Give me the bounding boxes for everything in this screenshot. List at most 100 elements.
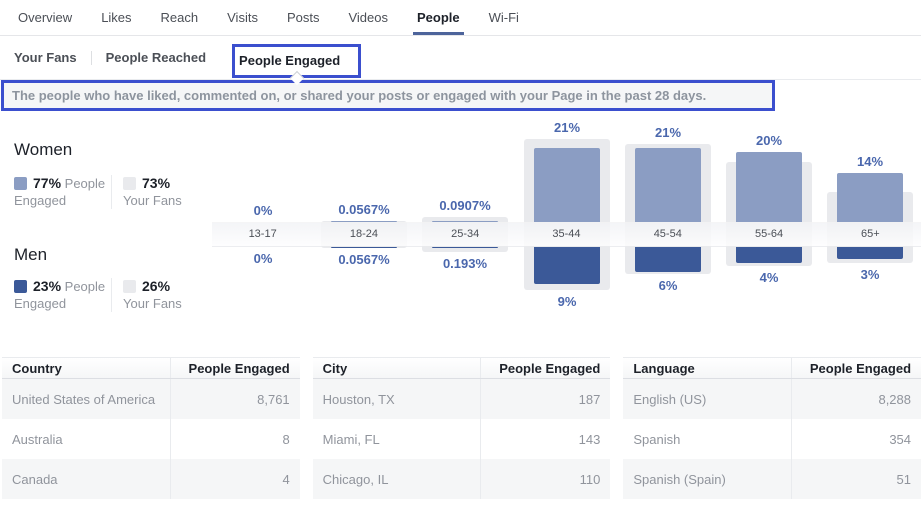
women-fans-pct: 73%: [142, 175, 171, 191]
label-men-65+: 3%: [860, 267, 880, 282]
breakdown-tables: Country People Engaged United States of Am…: [0, 357, 921, 499]
women-section-title: Women: [14, 140, 73, 159]
table-country: Country People Engaged United States of Am…: [2, 357, 300, 499]
women-engaged-swatch: [14, 177, 27, 190]
audience-subnav: Your Fans People Reached People Engaged: [0, 36, 921, 85]
column-header-country: Country: [12, 360, 62, 376]
description-banner: The people who have liked, commented on,…: [1, 80, 775, 111]
women-fans-swatch: [123, 177, 136, 190]
table-header-row: City People Engaged: [312, 357, 611, 379]
tab-likes[interactable]: Likes: [101, 10, 132, 25]
subnav-people-reached[interactable]: People Reached: [105, 50, 207, 65]
age-label-65+: 65+: [860, 228, 880, 240]
table-row: Miami, FL 143: [313, 419, 611, 459]
legend-divider: [111, 175, 112, 209]
subnav-people-engaged[interactable]: People Engaged: [239, 53, 341, 68]
legend-men-fans: 26% Your Fans: [112, 278, 198, 312]
bar-men-engaged-18-24[interactable]: [331, 247, 397, 248]
cell-label: Houston, TX: [322, 391, 395, 407]
legend-women-engaged: 77% People Engaged: [14, 175, 111, 209]
label-women-18-24: 0.0567%: [338, 202, 390, 217]
men-legend: 23% People Engaged 26% Your Fans: [14, 278, 198, 312]
men-fans-label: Your Fans: [123, 296, 182, 311]
table-header-row: Language People Engaged: [623, 357, 921, 379]
table-language: Language People Engaged English (US) 8,288 S…: [623, 357, 921, 499]
legend-women-fans: 73% Your Fans: [112, 175, 198, 209]
label-men-13-17: 0%: [253, 251, 273, 266]
cell-label: English (US): [633, 391, 707, 407]
label-women-13-17: 0%: [253, 203, 273, 218]
cell-value: 8,761: [169, 379, 300, 419]
bar-women-engaged-45-54[interactable]: [635, 148, 701, 222]
bar-men-engaged-45-54[interactable]: [635, 247, 701, 272]
men-fans-swatch: [123, 280, 136, 293]
cell-value: 354: [791, 419, 921, 459]
age-label-45-54: 45-54: [653, 228, 682, 240]
table-row: Spanish (Spain) 51: [623, 459, 921, 499]
subnav-your-fans[interactable]: Your Fans: [14, 50, 77, 65]
men-section-title: Men: [14, 245, 48, 264]
bar-women-engaged-35-44[interactable]: [534, 148, 600, 222]
table-row: Houston, TX 187: [312, 379, 611, 419]
table-city: City People Engaged Houston, TX 187 Miami, F…: [312, 357, 611, 499]
men-engaged-pct: 23%: [33, 278, 62, 294]
tab-posts[interactable]: Posts: [286, 10, 320, 25]
women-engaged-pct: 77%: [33, 175, 62, 191]
age-label-35-44: 35-44: [552, 228, 581, 240]
tab-people[interactable]: People: [413, 0, 464, 35]
tab-reach[interactable]: Reach: [160, 10, 199, 25]
cell-value: 110: [480, 459, 610, 499]
table-row: Spanish 354: [623, 419, 921, 459]
legend-men-engaged: 23% People Engaged: [14, 278, 111, 312]
label-men-45-54: 6%: [658, 278, 678, 293]
tab-videos[interactable]: Videos: [348, 10, 388, 25]
bar-women-engaged-55-64[interactable]: [736, 152, 802, 222]
bar-women-engaged-65+[interactable]: [837, 173, 903, 222]
cell-label: Miami, FL: [322, 431, 380, 447]
main-nav: Overview Likes Reach Visits Posts Videos Peopl…: [0, 0, 921, 36]
bar-women-engaged-18-24[interactable]: [331, 221, 397, 222]
tab-visits[interactable]: Visits: [227, 10, 258, 25]
table-row: English (US) 8,288: [623, 379, 921, 419]
men-fans-pct: 26%: [142, 278, 171, 294]
label-men-18-24: 0.0567%: [338, 252, 390, 267]
label-women-45-54: 21%: [654, 125, 682, 140]
subnav-divider: [90, 50, 92, 65]
column-header-people-engaged: People Engaged: [791, 358, 921, 378]
tab-wi-fi[interactable]: Wi-Fi: [488, 10, 519, 25]
label-women-35-44: 21%: [553, 120, 581, 135]
cell-label: Chicago, IL: [322, 471, 389, 487]
demographics-chart: Women 77% People Engaged 73% Your Fans M…: [0, 111, 921, 349]
demographics-plot: 0% 0% 0.0567% 0.0567% 0.0907% 0.193% 21% 9% 21% 6…: [212, 111, 921, 349]
label-men-55-64: 4%: [759, 270, 779, 285]
cell-value: 51: [791, 459, 921, 499]
column-header-people-engaged: People Engaged: [480, 358, 610, 378]
women-fans-label: Your Fans: [123, 193, 182, 208]
age-label-55-64: 55-64: [754, 228, 784, 240]
age-label-13-17: 13-17: [248, 228, 277, 240]
column-header-language: Language: [633, 360, 695, 376]
cell-label: Spanish (Spain): [633, 471, 726, 487]
men-engaged-label: People Engaged: [14, 279, 106, 311]
table-row: United States of America 8,761: [2, 379, 300, 419]
cell-value: 187: [480, 379, 610, 419]
legend-divider: [111, 278, 112, 312]
bar-men-engaged-55-64[interactable]: [736, 247, 802, 263]
table-row: Canada 4: [2, 459, 300, 499]
highlight-box-people-engaged: People Engaged: [232, 43, 362, 85]
bar-women-engaged-25-34[interactable]: [432, 221, 498, 222]
tab-overview[interactable]: Overview: [18, 10, 73, 25]
cell-value: 4: [169, 459, 300, 499]
table-header-row: Country People Engaged: [2, 357, 300, 379]
bar-men-engaged-35-44[interactable]: [534, 247, 600, 284]
column-header-people-engaged: People Engaged: [169, 358, 300, 378]
women-engaged-label: People Engaged: [14, 176, 106, 208]
cell-label: United States of America: [12, 391, 156, 407]
women-legend: 77% People Engaged 73% Your Fans: [14, 175, 198, 209]
men-engaged-swatch: [14, 280, 27, 293]
cell-label: Canada: [12, 471, 58, 487]
cell-value: 143: [480, 419, 610, 459]
bar-men-engaged-65+[interactable]: [837, 247, 903, 259]
bar-men-engaged-25-34[interactable]: [432, 247, 498, 248]
age-label-18-24: 18-24: [349, 228, 378, 240]
